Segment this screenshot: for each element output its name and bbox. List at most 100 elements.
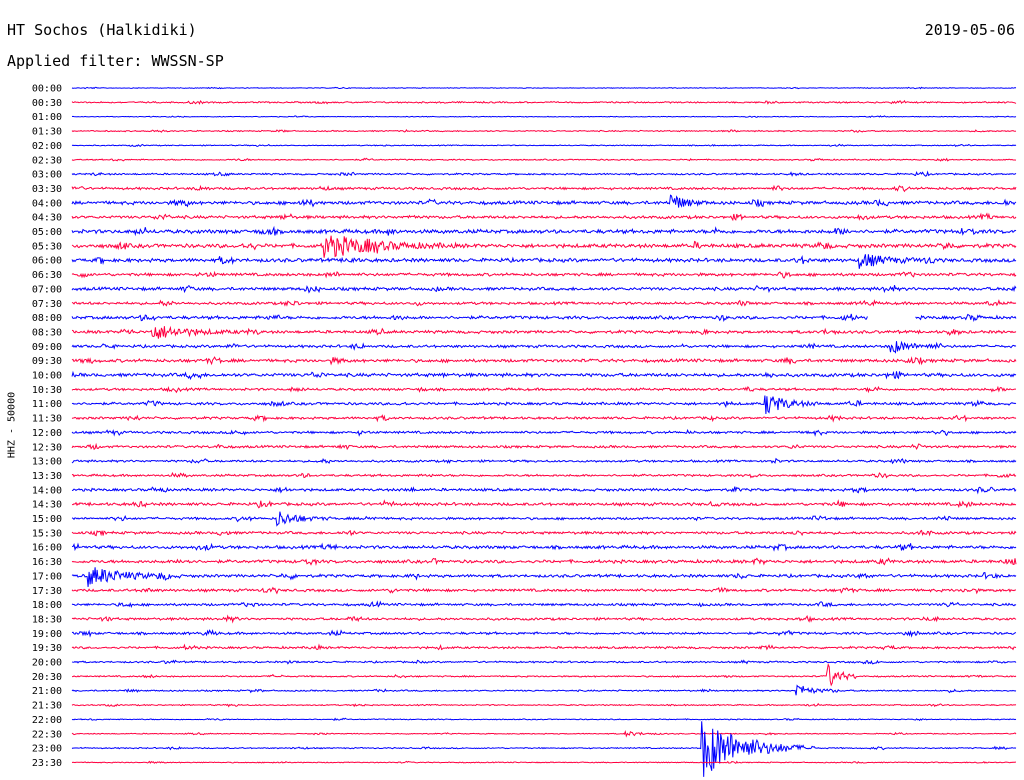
- trace-row: [71, 600, 1017, 608]
- row-time-label: 14:00: [32, 485, 62, 496]
- trace-row: [71, 235, 1017, 258]
- trace-row: [71, 184, 1017, 193]
- row-time-label: 01:00: [32, 112, 62, 123]
- trace-row: [71, 356, 1017, 366]
- trace-row: [71, 702, 1017, 708]
- row-time-label: 19:30: [32, 643, 62, 654]
- row-time-label: 19:00: [32, 629, 62, 640]
- trace-row: [71, 471, 1017, 479]
- trace-row: [71, 325, 1017, 339]
- trace-row: [71, 225, 1017, 237]
- row-time-label: 15:30: [32, 528, 62, 539]
- row-time-label: 21:30: [32, 701, 62, 712]
- trace-row: [71, 129, 1017, 133]
- trace-row: [71, 212, 1017, 222]
- trace-row: [71, 586, 1017, 595]
- row-time-label: 13:30: [32, 471, 62, 482]
- trace-row: [71, 557, 1017, 566]
- trace-row: [71, 542, 1017, 552]
- trace-row: [71, 457, 1017, 465]
- row-time-label: 09:30: [32, 356, 62, 367]
- row-time-label: 12:30: [32, 442, 62, 453]
- trace-row: [71, 717, 1017, 722]
- trace-row: [71, 385, 1017, 394]
- row-time-label: 09:00: [32, 342, 62, 353]
- row-time-label: 01:30: [32, 127, 62, 138]
- row-time-label: 16:30: [32, 557, 62, 568]
- row-time-label: 22:00: [32, 715, 62, 726]
- row-time-label: 11:30: [32, 414, 62, 425]
- row-time-label: 20:00: [32, 658, 62, 669]
- trace-row: [71, 567, 1017, 587]
- trace-row: [71, 628, 1017, 638]
- trace-row: [71, 254, 1017, 269]
- row-time-label: 10:30: [32, 385, 62, 396]
- row-time-label: 17:30: [32, 586, 62, 597]
- trace-row: [71, 99, 1017, 105]
- trace-row: [71, 313, 1017, 322]
- row-time-label: 10:00: [32, 371, 62, 382]
- row-time-label: 16:00: [32, 543, 62, 554]
- row-time-label: 21:00: [32, 686, 62, 697]
- trace-row: [71, 395, 1017, 415]
- row-time-label: 06:30: [32, 270, 62, 281]
- row-time-label: 02:00: [32, 141, 62, 152]
- row-time-label: 18:00: [32, 600, 62, 611]
- row-time-label: 15:00: [32, 514, 62, 525]
- trace-row: [71, 270, 1017, 279]
- row-time-label: 03:00: [32, 170, 62, 181]
- row-time-label: 13:00: [32, 457, 62, 468]
- trace-row: [71, 529, 1017, 537]
- trace-row: [71, 143, 1017, 148]
- filter-label: Applied filter: WWSSN-SP: [7, 52, 224, 70]
- row-time-label: 22:30: [32, 729, 62, 740]
- row-time-label: 05:30: [32, 241, 62, 252]
- trace-row: [71, 115, 1017, 118]
- row-time-label: 04:30: [32, 213, 62, 224]
- trace-row: [71, 170, 1017, 177]
- trace-row: [71, 86, 1017, 90]
- trace-row: [71, 370, 1017, 381]
- station-title: HT Sochos (Halkidiki): [7, 21, 197, 39]
- trace-row: [71, 194, 1017, 208]
- row-time-label: 07:30: [32, 299, 62, 310]
- row-time-label: 05:00: [32, 227, 62, 238]
- trace-row: [71, 721, 1017, 777]
- row-time-label: 17:00: [32, 571, 62, 582]
- row-time-label: 08:30: [32, 327, 62, 338]
- row-time-label: 20:30: [32, 672, 62, 683]
- date-label: 2019-05-06: [924, 21, 1015, 39]
- trace-row: [71, 413, 1017, 423]
- row-time-label: 23:00: [32, 744, 62, 755]
- row-time-label: 23:30: [32, 758, 62, 769]
- row-time-label: 18:30: [32, 614, 62, 625]
- trace-row: [71, 284, 1017, 294]
- trace-row: [71, 684, 1017, 696]
- trace-row: [71, 659, 1017, 665]
- trace-row: [71, 643, 1017, 651]
- row-time-label: 06:00: [32, 256, 62, 267]
- row-time-label: 07:00: [32, 284, 62, 295]
- row-time-label: 14:30: [32, 500, 62, 511]
- row-time-label: 04:00: [32, 198, 62, 209]
- row-time-label: 00:00: [32, 84, 62, 95]
- row-time-label: 12:00: [32, 428, 62, 439]
- trace-row: [71, 729, 1017, 738]
- trace-row: [71, 486, 1017, 495]
- row-time-label: 03:30: [32, 184, 62, 195]
- trace-row: [71, 499, 1017, 509]
- trace-row: [71, 760, 1017, 764]
- trace-row: [71, 299, 1017, 307]
- trace-row: [71, 157, 1017, 162]
- trace-row: [71, 340, 1017, 354]
- row-time-label: 00:30: [32, 98, 62, 109]
- row-time-label: 08:00: [32, 313, 62, 324]
- trace-row: [71, 428, 1017, 437]
- trace-row: [71, 662, 1017, 687]
- trace-row: [71, 442, 1017, 451]
- row-time-label: 02:30: [32, 155, 62, 166]
- trace-row: [71, 614, 1017, 624]
- trace-row: [71, 511, 1017, 527]
- row-time-label: 11:00: [32, 399, 62, 410]
